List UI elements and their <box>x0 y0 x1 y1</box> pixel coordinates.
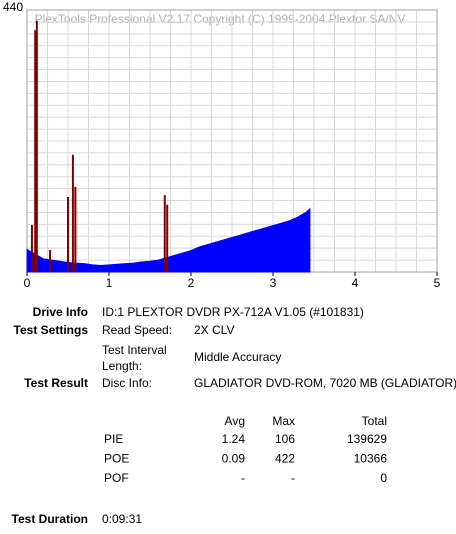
table-cell: 139629 <box>347 432 387 446</box>
label: Length: <box>102 359 142 373</box>
label: Test Interval <box>102 343 167 357</box>
table-cell: 106 <box>275 432 295 446</box>
table-cell: POF <box>104 471 129 485</box>
y-tick-label: 440 <box>3 0 23 14</box>
table-cell: 422 <box>275 452 295 466</box>
table-cell: PIE <box>104 432 123 446</box>
table-header: Total <box>362 414 387 428</box>
table-header: Max <box>272 414 295 428</box>
x-tick-label: 4 <box>352 276 359 290</box>
table-cell: - <box>241 471 245 485</box>
value: 2X CLV <box>194 323 234 337</box>
value: ID:1 PLEXTOR DVDR PX-712A V1.05 (#101831… <box>102 305 364 319</box>
area <box>26 207 311 273</box>
table-cell: POE <box>104 452 129 466</box>
table-cell: 10366 <box>354 452 388 466</box>
label: Drive Info <box>33 305 88 319</box>
label: Read Speed: <box>102 323 172 337</box>
table-cell: 1.24 <box>222 432 246 446</box>
x-tick-label: 0 <box>24 276 31 290</box>
value: 0:09:31 <box>102 512 142 526</box>
label: Test Result <box>24 376 88 390</box>
label: Disc Info: <box>102 376 152 390</box>
table-cell: - <box>291 471 295 485</box>
table-cell: 0 <box>380 471 387 485</box>
table-cell: 0.09 <box>222 452 246 466</box>
label: Test Duration <box>12 512 88 526</box>
table-header: Avg <box>225 414 245 428</box>
label: Test Settings <box>14 323 89 337</box>
x-tick-label: 5 <box>434 276 441 290</box>
chart-title: PlexTools Professional V2.17 Copyright (… <box>35 12 406 26</box>
value: Middle Accuracy <box>194 350 281 364</box>
x-tick-label: 2 <box>188 276 195 290</box>
value: GLADIATOR DVD-ROM, 7020 MB (GLADIATOR) <box>194 376 456 390</box>
x-tick-label: 1 <box>106 276 113 290</box>
x-tick-label: 3 <box>270 276 277 290</box>
